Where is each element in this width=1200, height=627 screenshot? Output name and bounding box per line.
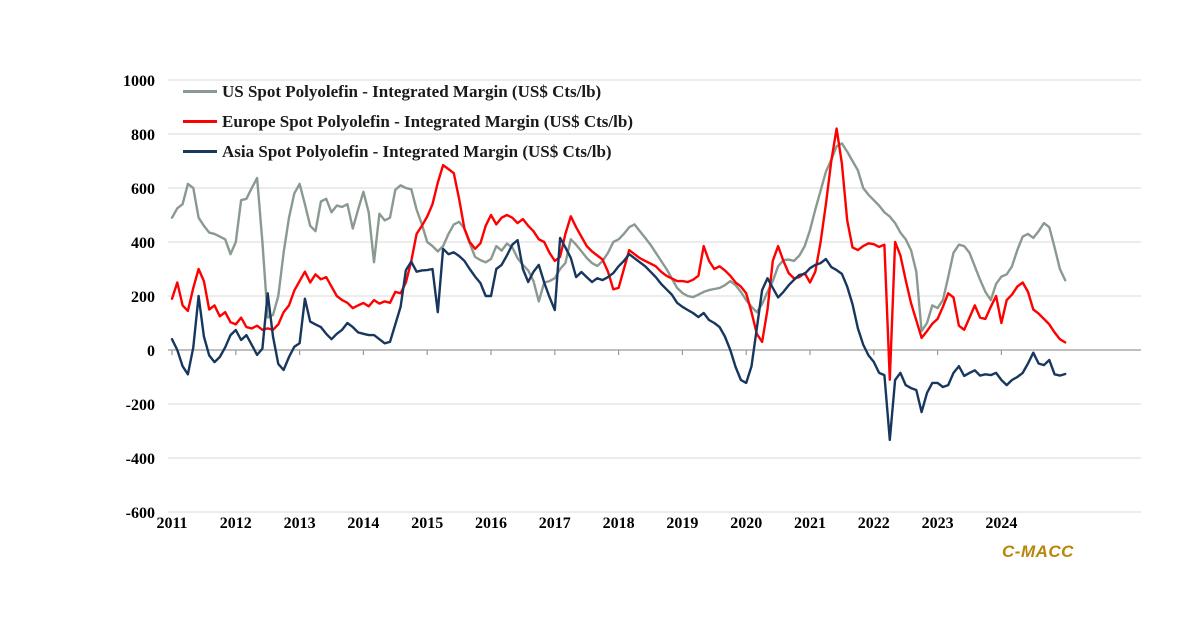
- cmacc-watermark: C-MACC: [1002, 542, 1074, 561]
- europe-margin-line: [170, 127, 1067, 381]
- us-series-swatch: [183, 89, 217, 93]
- x-axis-tick-label: 2011: [156, 515, 187, 532]
- y-axis-tick-label: -400: [126, 451, 155, 468]
- legend-label-us: US Spot Polyolefin - Integrated Margin (…: [222, 81, 602, 101]
- legend-label-asia: Asia Spot Polyolefin - Integrated Margin…: [222, 141, 612, 161]
- y-axis-tick-label: 800: [131, 127, 155, 144]
- y-axis-tick-label: 0: [147, 343, 155, 360]
- europe-series-swatch: [183, 119, 217, 123]
- legend-item-asia: Asia Spot Polyolefin - Integrated Margin…: [183, 136, 633, 166]
- y-axis-tick-label: -200: [126, 397, 155, 414]
- x-axis-tick-label: 2017: [539, 515, 571, 532]
- asia-series-swatch: [183, 149, 217, 153]
- y-axis-tick-label: -600: [126, 505, 155, 522]
- x-axis-tick-label: 2021: [794, 515, 826, 532]
- x-axis-tick-label: 2019: [666, 515, 698, 532]
- x-axis-tick-label: 2016: [475, 515, 507, 532]
- y-axis-tick-label: 400: [131, 235, 155, 252]
- us-margin-line: [170, 142, 1067, 333]
- x-axis-tick-label: 2023: [922, 515, 954, 532]
- x-axis-tick-label: 2022: [858, 515, 890, 532]
- legend-item-europe: Europe Spot Polyolefin - Integrated Marg…: [183, 106, 633, 136]
- x-axis-tick-label: 2015: [411, 515, 443, 532]
- x-axis-tick-label: 2014: [347, 515, 379, 532]
- x-axis-tick-label: 2018: [603, 515, 635, 532]
- legend-label-europe: Europe Spot Polyolefin - Integrated Marg…: [222, 111, 633, 131]
- y-axis-tick-label: 200: [131, 289, 155, 306]
- chart-legend: US Spot Polyolefin - Integrated Margin (…: [183, 76, 633, 166]
- x-axis-tick-label: 2012: [220, 515, 252, 532]
- y-axis-tick-label: 1000: [123, 73, 155, 90]
- asia-margin-line: [170, 236, 1067, 442]
- x-axis-tick-label: 2020: [730, 515, 762, 532]
- y-axis-tick-label: 600: [131, 181, 155, 198]
- x-axis-tick-label: 2013: [284, 515, 316, 532]
- legend-item-us: US Spot Polyolefin - Integrated Margin (…: [183, 76, 633, 106]
- x-axis-tick-label: 2024: [985, 515, 1017, 532]
